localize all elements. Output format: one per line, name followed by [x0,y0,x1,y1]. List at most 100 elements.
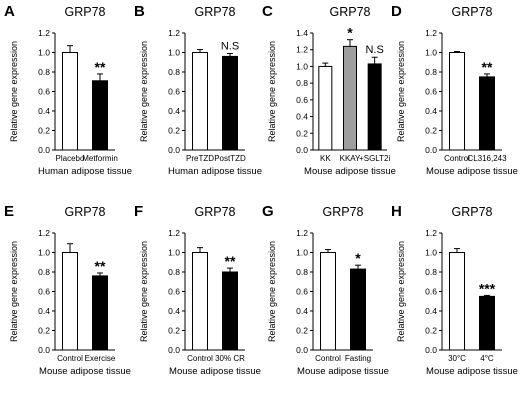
y-tick-label: 0.8 [38,267,50,277]
panel-letter: D [391,3,402,20]
significance-label: ** [482,59,493,75]
x-axis-label: Human adipose tissue [38,166,132,177]
x-tick-label: Placebo [56,154,85,163]
panel-title: GRP78 [452,205,493,219]
significance-label: * [355,250,361,266]
y-tick-label: 0.0 [168,145,180,155]
y-tick-label: 0.0 [38,145,50,155]
y-tick-label: 0.0 [38,345,50,355]
y-tick-label: 0.8 [38,67,50,77]
y-tick-label: 0.0 [425,345,437,355]
y-tick-label: 0.8 [296,78,308,88]
y-tick-label: 1.2 [425,228,437,238]
y-tick-label: 1.0 [296,248,308,258]
bar-placebo [62,52,78,151]
panel-letter: G [262,203,274,220]
bar-cl316-243 [479,76,495,151]
panel-title: GRP78 [452,5,493,19]
significance-label: * [347,25,353,41]
panel-letter: C [262,3,273,20]
y-tick-label: 0.4 [38,306,50,316]
y-tick-label: 1.0 [296,61,308,71]
y-tick-label: 0.2 [38,326,50,336]
y-tick-label: 0.6 [425,287,437,297]
y-tick-label: 0.0 [425,145,437,155]
panel-g: G GRP78 Relative gene expression 0.0 0.2 0.4 0… [262,203,389,377]
panel-b: B GRP78 Relative gene expression 0.0 0.2 0.4 0… [134,3,262,177]
bar-posttzd [222,55,238,151]
y-tick-label: 0.4 [425,306,437,316]
x-axis-label: Mouse adipose tissue [169,366,261,377]
y-tick-label: 0.4 [38,106,50,116]
x-tick-label: 4°C [480,354,494,363]
y-tick-label: 0.2 [168,126,180,136]
y-tick-label: 0.4 [168,106,180,116]
panel-letter: H [391,203,402,220]
y-tick-label: 0.6 [296,95,308,105]
x-tick-label: PostTZD [214,154,246,163]
x-tick-label: Exercise [85,354,116,363]
panel-f: F GRP78 Relative gene expression 0.0 0.2 0.4 0… [134,203,261,377]
x-tick-label: Fasting [345,354,371,363]
bar-control [320,252,336,351]
panel-title: GRP78 [65,205,106,219]
y-tick-label: 1.2 [38,228,50,238]
y-axis-label: Relative gene expression [267,241,277,342]
y-axis-label: Relative gene expression [139,241,149,342]
bar-sglt2i [367,63,382,151]
y-tick-label: 1.2 [38,28,50,38]
panel-title: GRP78 [195,5,236,19]
y-tick-label: 1.2 [425,28,437,38]
significance-label: ** [95,258,106,274]
x-axis-label: Mouse adipose tissue [304,166,396,177]
significance-label: ** [225,253,236,269]
bar-4-c [479,295,495,351]
significance-label: ** [95,59,106,75]
bar-control [449,52,465,151]
bar-control [192,252,208,351]
panel-h: H GRP78 Relative gene expression 0.0 0.2 0.4 0… [391,203,518,377]
bar-metformin [92,80,108,151]
bar-kkay [343,45,357,151]
y-tick-label: 0.4 [296,112,308,122]
panel-title: GRP78 [323,205,364,219]
x-tick-label: 30% CR [215,354,245,363]
bar-pretzd [192,52,208,151]
x-axis-label: Mouse adipose tissue [39,366,131,377]
y-tick-label: 0.4 [168,306,180,316]
y-tick-label: 1.0 [425,248,437,258]
y-tick-label: 1.2 [168,28,180,38]
y-tick-label: 0.2 [425,326,437,336]
panel-letter: F [134,203,143,220]
panel-letter: E [4,203,14,220]
significance-label: N.S [221,40,239,52]
x-tick-label: PreTZD [186,154,214,163]
panel-letter: A [4,3,15,20]
panel-title: GRP78 [195,205,236,219]
x-tick-label: Control [57,354,83,363]
y-axis-label: Relative gene expression [139,41,149,142]
y-tick-label: 0.6 [168,287,180,297]
y-tick-label: 0.4 [296,306,308,316]
y-tick-label: 0.0 [296,145,308,155]
panel-title: GRP78 [65,5,106,19]
significance-label: N.S [365,44,383,56]
x-axis-label: Mouse adipose tissue [426,166,518,177]
panel-letter: B [134,3,145,20]
bar-kk [318,65,333,151]
y-axis-label: Relative gene expression [9,241,19,342]
y-tick-label: 0.6 [296,287,308,297]
y-tick-label: 1.0 [38,248,50,258]
y-axis-label: Relative gene expression [9,41,19,142]
y-tick-label: 1.2 [168,228,180,238]
y-tick-label: 0.6 [425,87,437,97]
x-axis-label: Mouse adipose tissue [426,366,518,377]
y-tick-label: 1.4 [296,28,308,38]
y-tick-label: 0.8 [425,67,437,77]
y-tick-label: 0.6 [38,287,50,297]
y-tick-label: 0.2 [296,326,308,336]
y-tick-label: 1.2 [296,45,308,55]
y-tick-label: 0.8 [296,267,308,277]
bar-control [62,252,78,351]
